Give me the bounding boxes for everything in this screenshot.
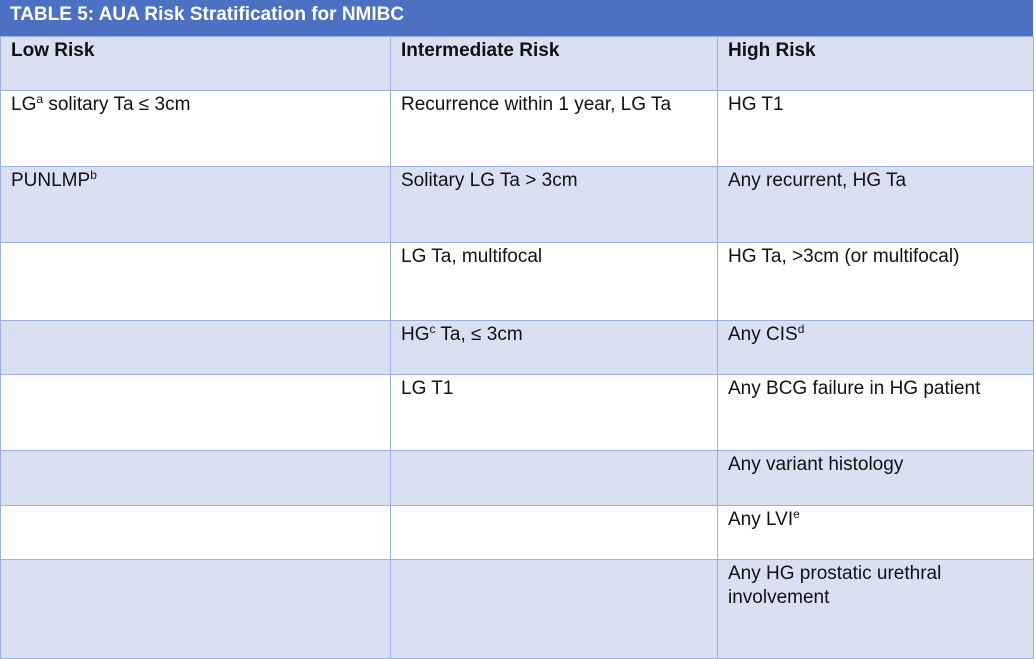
table-cell: PUNLMPb <box>0 166 391 243</box>
table-cell: HGc Ta, ≤ 3cm <box>390 320 718 375</box>
table-row: LGa solitary Ta ≤ 3cm Recurrence within 1… <box>0 90 1034 167</box>
footnote-marker: e <box>793 507 800 521</box>
table-cell: Any BCG failure in HG patient <box>717 374 1034 451</box>
table-cell <box>0 505 391 560</box>
table-cell <box>0 242 391 321</box>
cell-text: solitary Ta ≤ 3cm <box>43 94 191 115</box>
cell-text: Ta, ≤ 3cm <box>435 324 523 345</box>
table-cell: HG T1 <box>717 90 1034 167</box>
table-title: TABLE 5: AUA Risk Stratification for NMI… <box>0 0 1033 36</box>
footnote-marker: a <box>36 92 44 106</box>
table-cell <box>0 450 391 506</box>
risk-table: Low Risk Intermediate Risk High Risk LGa s… <box>0 36 1034 659</box>
cell-text: Any CIS <box>728 324 798 345</box>
table-cell: Any HG prostatic urethral involvement <box>717 559 1034 659</box>
cell-text: LG <box>11 94 37 115</box>
table-row: Any variant histology <box>0 450 1034 506</box>
table-cell: HG Ta, >3cm (or multifocal) <box>717 242 1034 321</box>
table-cell: Any recurrent, HG Ta <box>717 166 1034 243</box>
header-row: Low Risk Intermediate Risk High Risk <box>0 36 1034 91</box>
table-cell <box>0 374 391 451</box>
table-cell: LGa solitary Ta ≤ 3cm <box>0 90 391 167</box>
footnote-marker: b <box>90 168 97 182</box>
table-cell: Any LVIe <box>717 505 1034 560</box>
cell-text: LG Ta, multifocal <box>401 246 543 267</box>
cell-text: HG Ta, >3cm (or multifocal) <box>728 246 960 267</box>
column-header: High Risk <box>717 36 1034 91</box>
table-cell: LG T1 <box>390 374 718 451</box>
table-cell <box>0 559 391 659</box>
footnote-marker: d <box>797 322 805 336</box>
cell-text: HG <box>401 324 430 345</box>
table-row: PUNLMPb Solitary LG Ta > 3cm Any recurrent… <box>0 166 1034 243</box>
table-cell: Any CISd <box>717 320 1034 375</box>
table-cell: Any variant histology <box>717 450 1034 506</box>
footnote-marker: c <box>429 322 436 336</box>
table-cell: Solitary LG Ta > 3cm <box>390 166 718 243</box>
table-cell <box>390 505 718 560</box>
table-cell <box>390 559 718 659</box>
cell-text: Any variant histology <box>728 454 904 475</box>
table-row: Any LVIe <box>0 505 1034 560</box>
table-cell: Recurrence within 1 year, LG Ta <box>390 90 718 167</box>
table-cell: LG Ta, multifocal <box>390 242 718 321</box>
cell-text: Solitary LG Ta > 3cm <box>401 170 578 191</box>
cell-text: Any HG prostatic urethral involvement <box>728 563 942 608</box>
cell-text: LG T1 <box>401 378 454 399</box>
column-header: Low Risk <box>0 36 391 91</box>
column-header: Intermediate Risk <box>390 36 718 91</box>
cell-text: Any recurrent, HG Ta <box>728 170 907 191</box>
table-row: LG Ta, multifocal HG Ta, >3cm (or multifo… <box>0 242 1034 321</box>
table-row: LG T1 Any BCG failure in HG patient <box>0 374 1034 451</box>
table-row: HGc Ta, ≤ 3cm Any CISd <box>0 320 1034 375</box>
table-cell <box>390 450 718 506</box>
cell-text: Recurrence within 1 year, LG Ta <box>401 94 672 115</box>
table-cell <box>0 320 391 375</box>
cell-text: Any BCG failure in HG patient <box>728 378 981 399</box>
table-row: Any HG prostatic urethral involvement <box>0 559 1034 659</box>
cell-text: Any LVI <box>728 509 794 530</box>
cell-text: PUNLMP <box>11 170 91 191</box>
cell-text: HG T1 <box>728 94 784 115</box>
